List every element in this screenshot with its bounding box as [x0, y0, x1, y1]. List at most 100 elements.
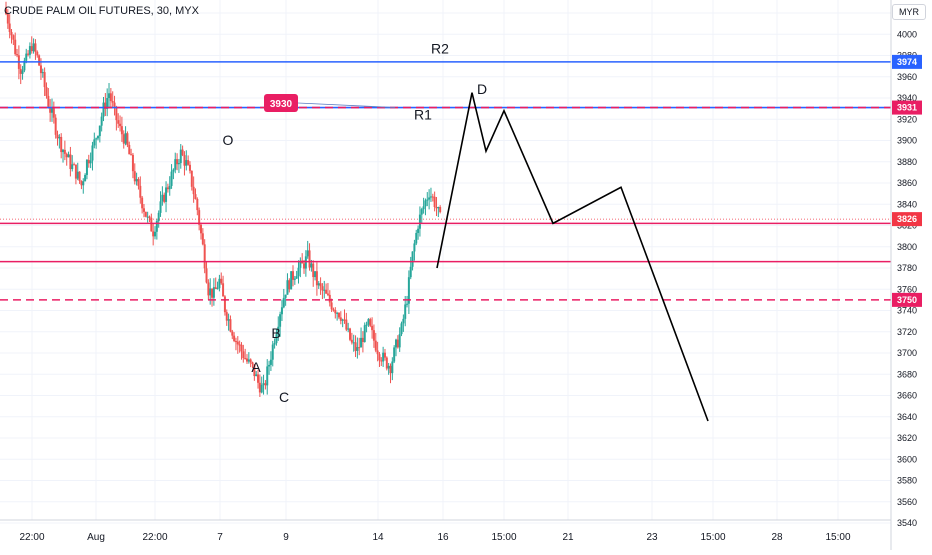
candle-body	[420, 209, 423, 215]
candle-body	[236, 341, 239, 345]
candle-body	[284, 294, 287, 298]
candle-body	[253, 364, 256, 377]
candle-body	[361, 337, 364, 343]
candle-body	[27, 53, 30, 55]
candle-body	[349, 328, 352, 340]
candle-body	[275, 334, 278, 344]
price-tick-label: 3680	[897, 369, 917, 379]
candle-body	[435, 207, 438, 209]
candle-body	[201, 233, 204, 245]
candle-body	[76, 171, 79, 179]
candle-body	[113, 102, 116, 107]
candle-body	[223, 296, 226, 313]
candle-body	[345, 319, 348, 330]
candle-body	[233, 335, 236, 342]
candle-body	[161, 194, 164, 202]
time-tick-label: 15:00	[700, 532, 725, 543]
candle-body	[380, 360, 383, 362]
candle-body	[378, 354, 381, 361]
candle-body	[238, 344, 241, 346]
candle-body	[234, 341, 237, 343]
candle-body	[266, 366, 269, 386]
candle-body	[374, 340, 377, 351]
candle-body	[244, 358, 247, 360]
candle-body	[268, 364, 271, 367]
candle-body	[146, 216, 149, 218]
candle-body	[36, 51, 39, 56]
candle-body	[273, 343, 276, 345]
projection-path[interactable]	[436, 92, 709, 422]
price-tick-label: 3880	[897, 157, 917, 167]
time-tick-label: 15:00	[825, 532, 850, 543]
candle-body	[398, 334, 401, 348]
candle-body	[43, 72, 46, 88]
candle-body	[38, 55, 41, 66]
candle-body	[154, 231, 157, 237]
candle-body	[347, 328, 350, 330]
candle-body	[139, 185, 142, 198]
candle-body	[34, 43, 37, 52]
price-tick-label: 3720	[897, 327, 917, 337]
candle-body	[262, 383, 265, 385]
candle-body	[424, 200, 427, 207]
time-tick-label: 23	[646, 532, 658, 543]
candle-body	[187, 160, 190, 165]
candle-body	[411, 251, 414, 267]
candle-body	[85, 159, 88, 175]
candle-body	[67, 154, 70, 158]
time-tick-label: 7	[217, 532, 223, 543]
candle-body	[5, 7, 7, 14]
candle-body	[369, 319, 372, 326]
candle-body	[181, 149, 184, 156]
candle-body	[308, 250, 311, 268]
candle-body	[119, 123, 122, 127]
candle-body	[319, 283, 322, 287]
candle-body	[95, 138, 98, 140]
candle-body	[84, 174, 87, 182]
candle-body	[102, 102, 105, 117]
candle-body	[258, 382, 261, 393]
candle-body	[106, 98, 109, 109]
candle-body	[41, 72, 44, 74]
candlestick-series	[5, 1, 442, 397]
candle-body	[242, 351, 245, 359]
candle-body	[240, 344, 243, 352]
candle-body	[385, 357, 388, 369]
candle-body	[28, 46, 31, 55]
price-tick-label: 3840	[897, 199, 917, 209]
candle-body	[93, 139, 96, 146]
currency-badge[interactable]: MYR	[892, 4, 926, 20]
candle-body	[133, 171, 136, 182]
price-tick-label: 3580	[897, 476, 917, 486]
price-tick-label: 3760	[897, 284, 917, 294]
candle-body	[198, 210, 201, 225]
candle-body	[315, 271, 318, 286]
candle-body	[207, 282, 210, 296]
candle-body	[205, 268, 208, 283]
price-tick-label: 3640	[897, 412, 917, 422]
price-tick-label: 4000	[897, 29, 917, 39]
candle-body	[264, 383, 267, 386]
candle-body	[395, 339, 398, 348]
candle-body	[39, 65, 42, 74]
price-tick-label: 3740	[897, 306, 917, 316]
candle-body	[73, 164, 76, 166]
candle-body	[91, 145, 94, 161]
candle-body	[148, 216, 151, 218]
candle-body	[391, 361, 394, 374]
price-tick-label: 3560	[897, 497, 917, 507]
price-tag-label: 3750	[897, 295, 917, 305]
candle-body	[271, 344, 274, 360]
candle-body	[336, 312, 339, 314]
price-callout[interactable]: 3930	[264, 94, 396, 112]
candle-body	[257, 374, 260, 383]
candle-body	[350, 339, 353, 343]
time-axis[interactable]: 22:00 Aug 22:00 7 9 14 16 15:00 21 23 15:00 28 15:00	[0, 519, 891, 543]
candle-body	[279, 314, 282, 327]
candle-body	[74, 164, 77, 179]
candle-body	[98, 125, 101, 137]
candle-body	[71, 164, 74, 170]
candle-body	[179, 149, 182, 164]
price-axis[interactable]: 3540 3560 3580 3600 3620 3640 3660 3680 3700 3720…	[890, 0, 917, 550]
